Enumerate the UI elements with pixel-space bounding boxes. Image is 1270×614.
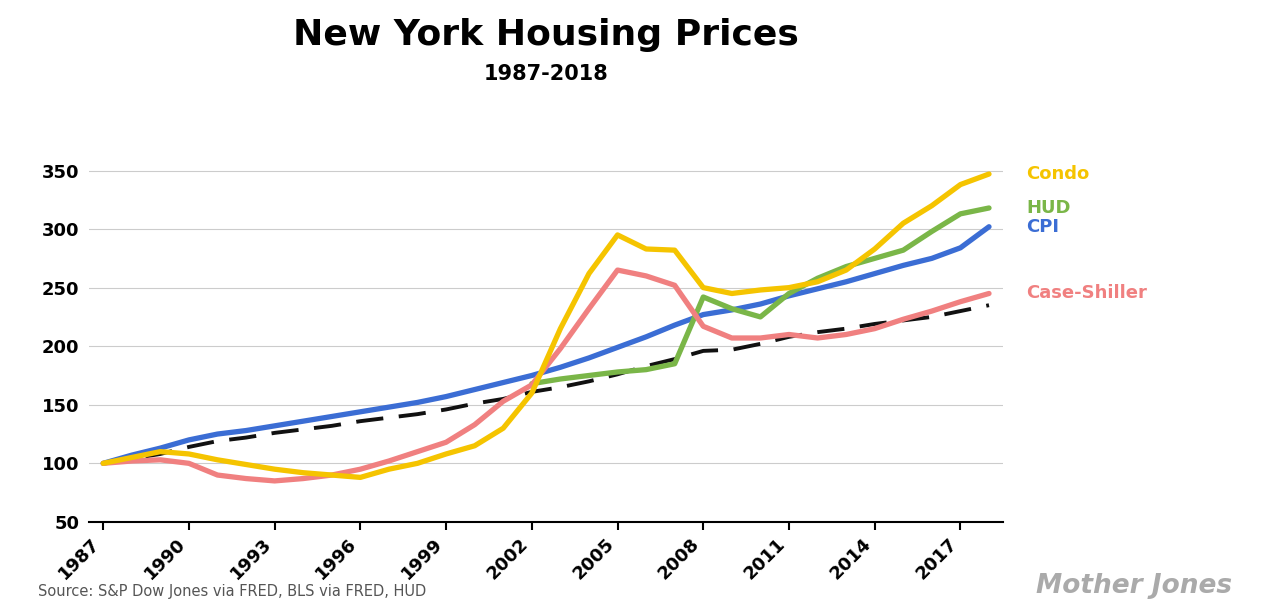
Text: Source: S&P Dow Jones via FRED, BLS via FRED, HUD: Source: S&P Dow Jones via FRED, BLS via … [38,584,427,599]
Text: Mother Jones: Mother Jones [1036,573,1232,599]
Text: New York Housing Prices: New York Housing Prices [293,18,799,52]
Text: Condo: Condo [1026,165,1090,183]
Text: 1987-2018: 1987-2018 [484,64,608,85]
Text: Case-Shiller: Case-Shiller [1026,284,1147,303]
Text: HUD: HUD [1026,199,1071,217]
Text: CPI: CPI [1026,218,1059,236]
